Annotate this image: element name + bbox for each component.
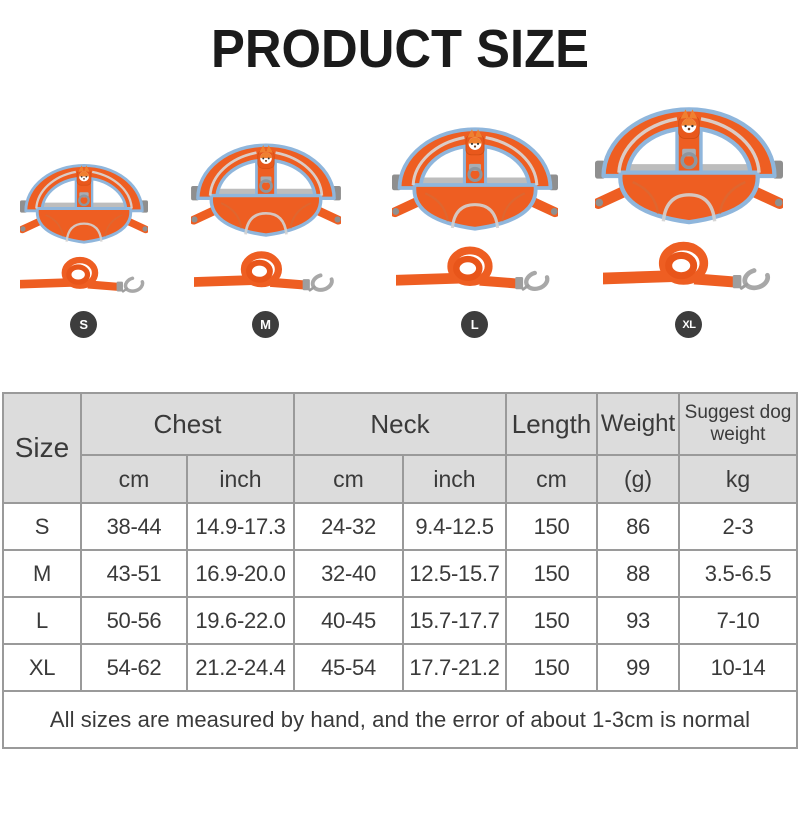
cell-neck-cm: 32-40 (293, 549, 404, 599)
size-badge-label: L (470, 317, 479, 333)
unit-chest-cm: cm (79, 454, 188, 505)
unit-neck-inch: inch (402, 454, 507, 505)
col-header-neck: Neck (293, 392, 507, 457)
unit-chest-inch: inch (185, 454, 296, 505)
unit-neck-cm: cm (293, 454, 404, 505)
cell-chest-cm: 54-62 (79, 643, 188, 693)
col-header-size: Size (1, 392, 82, 505)
col-header-weight: Weight (596, 392, 680, 457)
cell-neck-inch: 12.5-15.7 (402, 549, 507, 599)
cell-chest-cm: 38-44 (79, 502, 188, 552)
cell-length: 150 (505, 643, 598, 693)
cell-chest-inch: 19.6-22.0 (185, 596, 296, 646)
table-row-l: L 50-56 19.6-22.0 40-45 15.7-17.7 150 93… (1, 596, 798, 646)
page-title: PRODUCT SIZE (211, 19, 589, 79)
leash-icon (20, 254, 148, 301)
size-badge: S (70, 311, 98, 339)
cell-chest-inch: 21.2-24.4 (185, 643, 296, 693)
col-header-suggest-dog-weight: Suggest dog weight (678, 392, 798, 457)
cell-size: M (1, 549, 82, 599)
cell-neck-cm: 45-54 (293, 643, 404, 693)
cell-neck-inch: 15.7-17.7 (402, 596, 507, 646)
product-size-xl: XL (582, 99, 796, 344)
size-badge-label: XL (682, 318, 696, 331)
cell-chest-cm: 43-51 (79, 549, 188, 599)
cell-suggest-kg: 3.5-6.5 (678, 549, 798, 599)
col-header-chest: Chest (79, 392, 296, 457)
product-size-infographic: PRODUCT SIZE S M L X (0, 20, 800, 820)
unit-length-cm: cm (505, 454, 598, 505)
cell-length: 150 (505, 549, 598, 599)
product-gallery: S M L XL (0, 86, 800, 344)
harness-icon (595, 99, 783, 236)
cell-size: S (1, 502, 82, 552)
cell-neck-cm: 40-45 (293, 596, 404, 646)
col-header-length: Length (505, 392, 598, 457)
cell-weight: 88 (596, 549, 680, 599)
harness-icon (20, 158, 148, 252)
cell-weight: 93 (596, 596, 680, 646)
table-row-xl: XL 54-62 21.2-24.4 45-54 17.7-21.2 150 9… (1, 643, 798, 693)
cell-length: 150 (505, 596, 598, 646)
cell-suggest-kg: 10-14 (678, 643, 798, 693)
harness-icon (191, 137, 341, 246)
cell-suggest-kg: 2-3 (678, 502, 798, 552)
leash-icon (396, 243, 554, 301)
harness-icon (392, 120, 558, 241)
cell-chest-inch: 14.9-17.3 (185, 502, 296, 552)
cell-neck-cm: 24-32 (293, 502, 404, 552)
cell-size: XL (1, 643, 82, 693)
table-row-m: M 43-51 16.9-20.0 32-40 12.5-15.7 150 88… (1, 549, 798, 599)
product-size-l: L (368, 120, 582, 344)
unit-suggest-kg: kg (678, 454, 798, 505)
table-row-s: S 38-44 14.9-17.3 24-32 9.4-12.5 150 86 … (1, 502, 798, 552)
size-badge: M (252, 311, 279, 339)
size-badge-label: M (260, 317, 271, 333)
cell-neck-inch: 17.7-21.2 (402, 643, 507, 693)
cell-length: 150 (505, 502, 598, 552)
measurement-disclaimer: All sizes are measured by hand, and the … (1, 690, 799, 750)
leash-icon (603, 238, 775, 301)
cell-neck-inch: 9.4-12.5 (402, 502, 507, 552)
cell-suggest-kg: 7-10 (678, 596, 798, 646)
cell-weight: 99 (596, 643, 680, 693)
cell-size: L (1, 596, 82, 646)
cell-weight: 86 (596, 502, 680, 552)
product-size-m: M (163, 137, 367, 344)
cell-chest-inch: 16.9-20.0 (185, 549, 296, 599)
size-chart-table: Size Chest Neck Length Weight Suggest do… (1, 392, 799, 750)
size-badge-label: S (79, 317, 89, 333)
leash-icon (194, 248, 338, 301)
product-size-s: S (4, 158, 163, 344)
size-badge: XL (675, 311, 703, 339)
unit-weight-g: (g) (596, 454, 680, 505)
size-badge: L (461, 311, 489, 339)
cell-chest-cm: 50-56 (79, 596, 188, 646)
